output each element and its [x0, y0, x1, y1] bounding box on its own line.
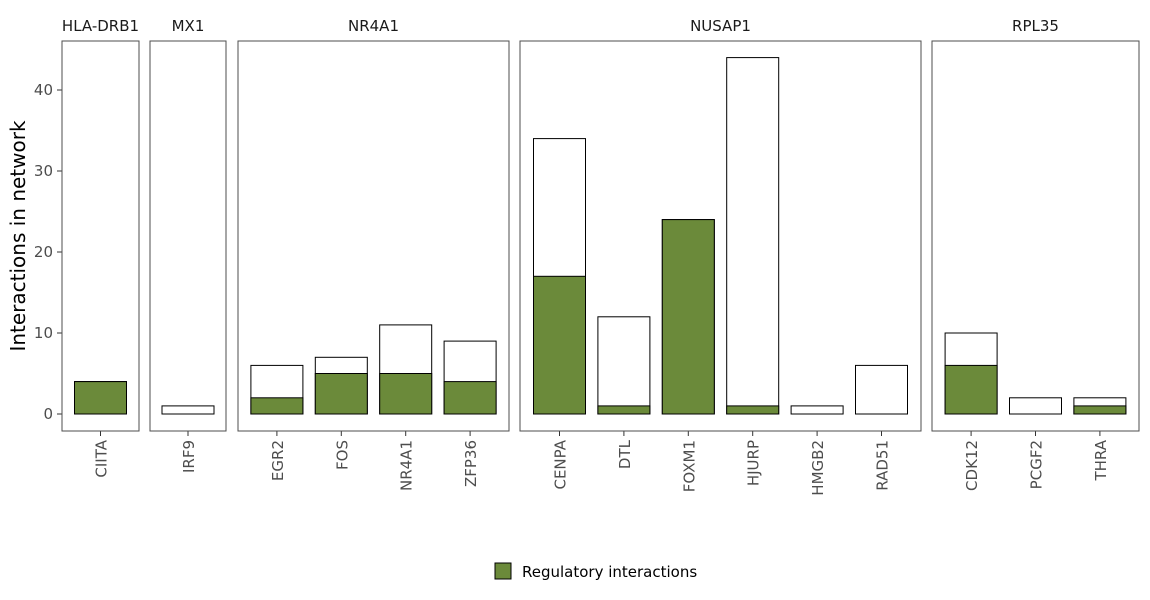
bar-regulatory — [74, 381, 127, 415]
facet-title: RPL35 — [1012, 17, 1059, 35]
bar-regulatory — [443, 381, 497, 415]
x-tick-label: ZFP36 — [462, 440, 480, 487]
facet-panel: RPL35 CDK12 PCGF2 THRA — [931, 17, 1140, 491]
y-tick-label: 10 — [34, 324, 53, 342]
bar-regulatory — [379, 373, 433, 415]
x-tick-label: FOXM1 — [680, 440, 698, 492]
x-tick-label: RAD51 — [874, 440, 892, 491]
x-tick-label: EGR2 — [269, 440, 287, 481]
bar-total — [161, 405, 215, 415]
facet-panel: NR4A1 EGR2 FOS NR4A1 ZFP36 — [237, 17, 510, 491]
x-tick-label: CDK12 — [963, 440, 981, 491]
panel-border — [237, 40, 510, 432]
bar-total — [726, 57, 780, 415]
x-tick-label: PCGF2 — [1028, 440, 1046, 489]
bar-total — [790, 405, 844, 415]
panel-border — [61, 40, 140, 432]
y-axis: 0 10 20 30 40 — [34, 81, 62, 423]
y-tick-label: 20 — [34, 243, 53, 261]
x-tick-label: CIITA — [93, 439, 111, 477]
x-tick-label: DTL — [616, 439, 634, 469]
y-axis-title: Interactions in network — [6, 120, 30, 352]
y-tick-label: 40 — [34, 81, 53, 99]
bar-regulatory — [661, 219, 715, 415]
legend: Regulatory interactions — [494, 562, 697, 581]
bar-regulatory — [314, 373, 368, 415]
legend-swatch — [494, 562, 512, 580]
bar-regulatory — [1073, 405, 1127, 415]
x-tick-label: FOS — [333, 440, 351, 470]
facet-panel: NUSAP1 CENPA DTL FOXM1 HJURP HMGB2 RAD51 — [519, 17, 922, 496]
x-tick-label: HJURP — [745, 440, 763, 486]
x-tick-label: THRA — [1092, 439, 1110, 481]
panel-border — [149, 40, 227, 432]
facet-title: NUSAP1 — [690, 17, 751, 35]
x-tick-label: IRF9 — [180, 440, 198, 473]
bar-total — [597, 316, 651, 415]
bar-total — [855, 364, 908, 415]
facet-panel: HLA-DRB1 CIITA — [61, 17, 140, 478]
bar-regulatory — [250, 397, 304, 415]
y-tick-label: 0 — [43, 405, 53, 423]
bar-regulatory — [597, 405, 651, 415]
facet-title: MX1 — [172, 17, 205, 35]
legend-label: Regulatory interactions — [522, 563, 697, 581]
x-tick-label: HMGB2 — [809, 440, 827, 496]
x-tick-label: NR4A1 — [398, 440, 416, 491]
bar-regulatory — [944, 364, 998, 415]
facet-panel: MX1 IRF9 — [149, 17, 227, 473]
y-tick-label: 30 — [34, 162, 53, 180]
x-tick-label: CENPA — [552, 439, 570, 489]
bar-total — [1009, 397, 1062, 415]
facet-title: HLA-DRB1 — [62, 17, 139, 35]
panel-border — [931, 40, 1140, 432]
facet-panels: HLA-DRB1 CIITA MX1 IRF9 NR4A1 EGR2 FOS NR4A1 ZFP… — [61, 17, 1140, 496]
facet-title: NR4A1 — [348, 17, 399, 35]
panel-border — [519, 40, 922, 432]
bar-regulatory — [533, 275, 586, 415]
bar-regulatory — [726, 405, 780, 415]
